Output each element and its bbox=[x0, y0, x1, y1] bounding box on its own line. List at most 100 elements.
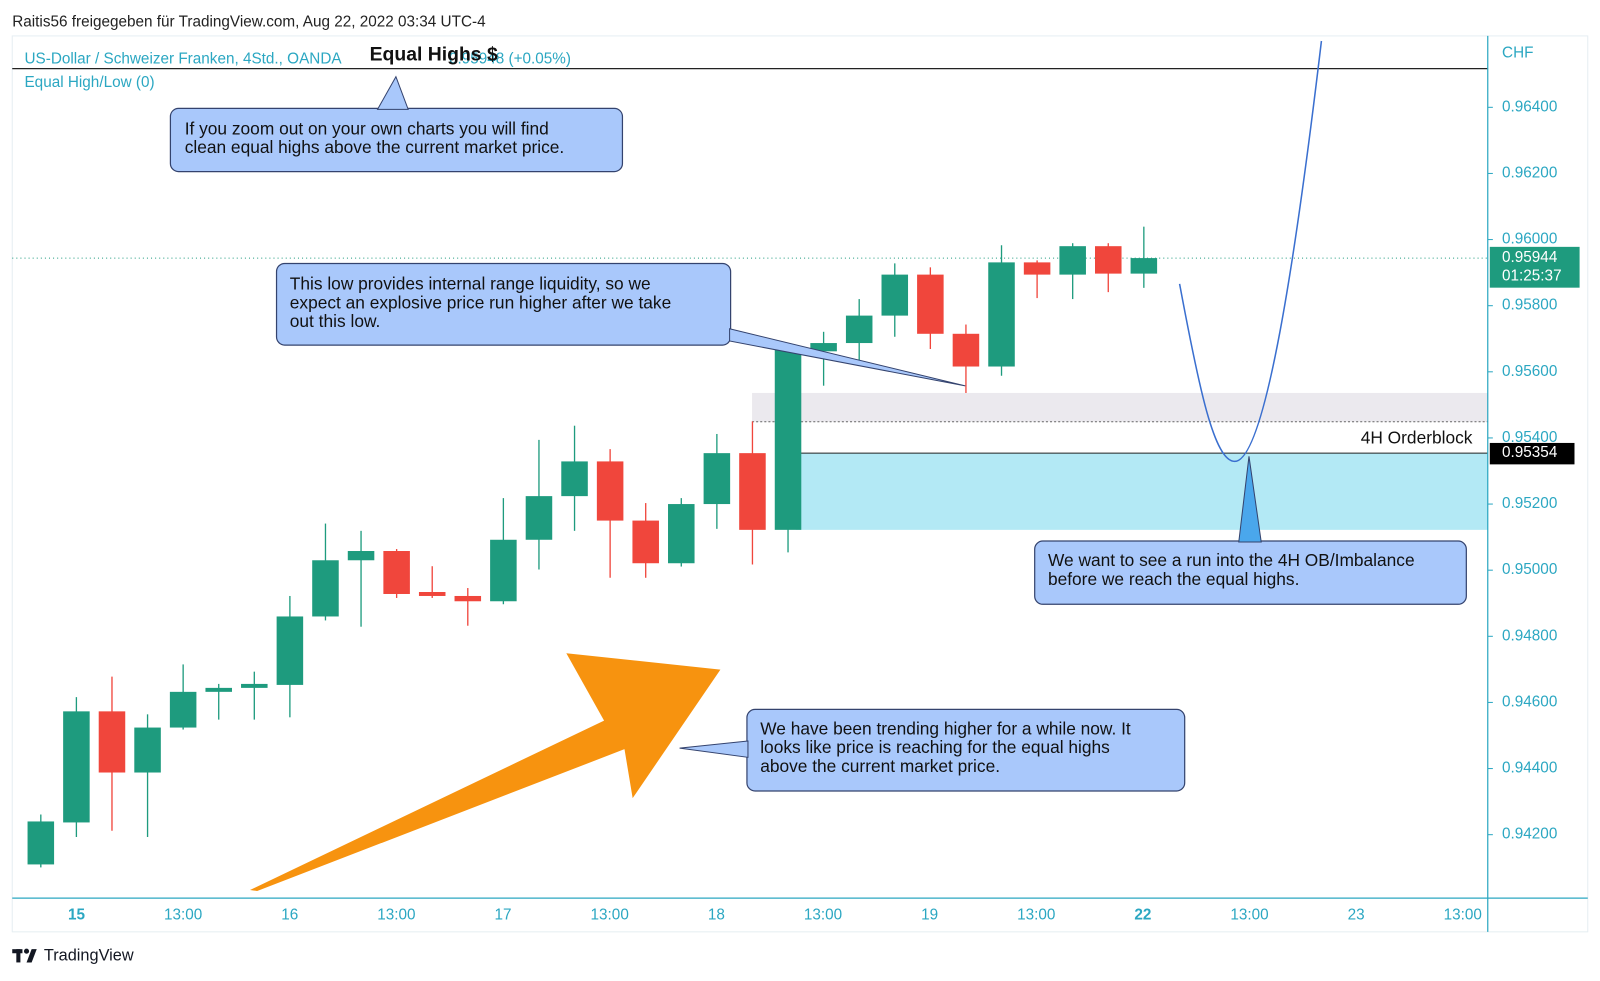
frame bbox=[11, 35, 1589, 933]
x-tick-label: 13:00 bbox=[591, 907, 629, 924]
trend-arrow bbox=[250, 653, 721, 892]
x-tick-label: 13:00 bbox=[1444, 907, 1482, 924]
callout-text: out this low. bbox=[290, 311, 381, 331]
y-tick-label: 0.96200 bbox=[1502, 164, 1557, 181]
currency: CHF bbox=[1502, 44, 1533, 61]
candle-body bbox=[98, 711, 126, 773]
orderblock-tag bbox=[1489, 442, 1575, 465]
y-tick-label: 0.94200 bbox=[1502, 826, 1557, 843]
callout-pointer bbox=[679, 740, 749, 758]
callout-text: clean equal highs above the current mark… bbox=[185, 137, 565, 157]
candle-body bbox=[881, 274, 909, 316]
zones: 4H Orderblock bbox=[12, 68, 1488, 530]
logo-mark bbox=[26, 949, 37, 963]
logo-mark bbox=[16, 949, 21, 963]
candle-body bbox=[1059, 246, 1086, 275]
y-tick-label: 0.96000 bbox=[1502, 231, 1557, 248]
orderblock-price-label: 0.95354 bbox=[1502, 444, 1558, 461]
liquidity-zone bbox=[752, 392, 1488, 422]
candle-body bbox=[1130, 258, 1158, 274]
y-tick-label: 0.95400 bbox=[1502, 429, 1557, 446]
x-tick-label: 13:00 bbox=[164, 907, 202, 924]
indicator: Equal High/Low (0) bbox=[24, 74, 154, 91]
x-tick-label: 23 bbox=[1348, 907, 1365, 924]
y-tick-label: 0.95200 bbox=[1502, 495, 1557, 512]
header: Raitis56 freigegeben für TradingView.com… bbox=[12, 14, 486, 31]
candle-body bbox=[703, 453, 731, 505]
candle-body bbox=[169, 691, 197, 728]
last-price-label: 0.95944 bbox=[1502, 249, 1558, 266]
candle-body bbox=[525, 496, 553, 540]
candle-body bbox=[347, 551, 375, 561]
y-tick-label: 0.96400 bbox=[1502, 98, 1557, 115]
orderblock-zone bbox=[795, 453, 1488, 530]
candle-body bbox=[596, 461, 624, 521]
candle-body bbox=[845, 315, 873, 344]
candle-body bbox=[952, 333, 980, 367]
candle-body bbox=[383, 551, 410, 594]
x-tick-label: 19 bbox=[921, 907, 938, 924]
last-price-tag bbox=[1489, 246, 1580, 288]
x-tick-label: 13:00 bbox=[377, 907, 415, 924]
logo bbox=[12, 948, 37, 963]
candles bbox=[27, 226, 1158, 868]
callout-text: We want to see a run into the 4H OB/Imba… bbox=[1048, 550, 1415, 570]
y-tick-label: 0.95800 bbox=[1502, 297, 1557, 314]
axes: 0.96400 0.96200 0.96000 0.95800 0.95600 0.954… bbox=[68, 98, 1580, 924]
x-tick-label: 13:00 bbox=[1230, 907, 1268, 924]
legend-price: 0.95948 (+0.05%) bbox=[449, 50, 571, 67]
candle-body bbox=[454, 595, 482, 602]
candle-body bbox=[810, 343, 837, 352]
candle-body bbox=[205, 687, 232, 692]
x-tick-label: 15 bbox=[68, 907, 86, 924]
chart-title: Equal Highs $ bbox=[370, 43, 498, 65]
candle-body bbox=[418, 592, 446, 596]
candle-body bbox=[917, 274, 944, 334]
y-tick-label: 0.94600 bbox=[1502, 693, 1557, 710]
countdown: 01:25:37 bbox=[1502, 267, 1562, 284]
callout-text: looks like price is reaching for the equ… bbox=[760, 737, 1110, 757]
candle-body bbox=[632, 520, 659, 564]
legend: US-Dollar / Schweizer Franken, 4Std., OA… bbox=[24, 50, 342, 67]
x-tick-label: 13:00 bbox=[1017, 907, 1055, 924]
callout-pointer bbox=[376, 75, 409, 110]
callout-text: before we reach the equal highs. bbox=[1048, 569, 1299, 589]
y-tick-label: 0.94400 bbox=[1502, 760, 1557, 777]
candle-body bbox=[276, 616, 304, 685]
orderblock-label: 4H Orderblock bbox=[1361, 427, 1473, 447]
callout-text: If you zoom out on your own charts you w… bbox=[185, 118, 549, 138]
candle-body bbox=[241, 683, 268, 688]
candle-body bbox=[312, 560, 339, 617]
candle-body bbox=[490, 539, 517, 602]
callout-text: expect an explosive price run higher aft… bbox=[290, 292, 671, 312]
x-tick-label: 16 bbox=[281, 907, 298, 924]
callout-box bbox=[275, 262, 732, 346]
candle-body bbox=[134, 727, 161, 773]
x-tick-label: 17 bbox=[495, 907, 512, 924]
callout-pointer bbox=[729, 328, 966, 387]
callout-text: This low provides internal range liquidi… bbox=[290, 273, 651, 293]
candle-body bbox=[27, 821, 55, 865]
logo-mark bbox=[23, 948, 30, 954]
x-tick-label: 22 bbox=[1134, 907, 1151, 924]
candle-body bbox=[561, 461, 588, 497]
candle-body bbox=[1023, 262, 1051, 275]
projection-path bbox=[1178, 40, 1323, 463]
annotations: If you zoom out on your own charts you w… bbox=[169, 75, 1467, 792]
y-tick-label: 0.95600 bbox=[1502, 363, 1557, 380]
candle-body bbox=[668, 504, 695, 564]
candle-body bbox=[774, 349, 802, 530]
footer: TradingView bbox=[44, 947, 134, 965]
candle-body bbox=[63, 711, 90, 823]
callout-pointer bbox=[1238, 456, 1262, 543]
candle-body bbox=[1095, 246, 1122, 274]
candle-body bbox=[739, 453, 766, 530]
candle-body bbox=[988, 262, 1015, 367]
x-tick-label: 13:00 bbox=[804, 907, 842, 924]
callout-text: above the current market price. bbox=[760, 756, 1000, 776]
y-tick-label: 0.94800 bbox=[1502, 627, 1557, 644]
y-tick-label: 0.95000 bbox=[1502, 561, 1557, 578]
x-tick-label: 18 bbox=[708, 907, 725, 924]
